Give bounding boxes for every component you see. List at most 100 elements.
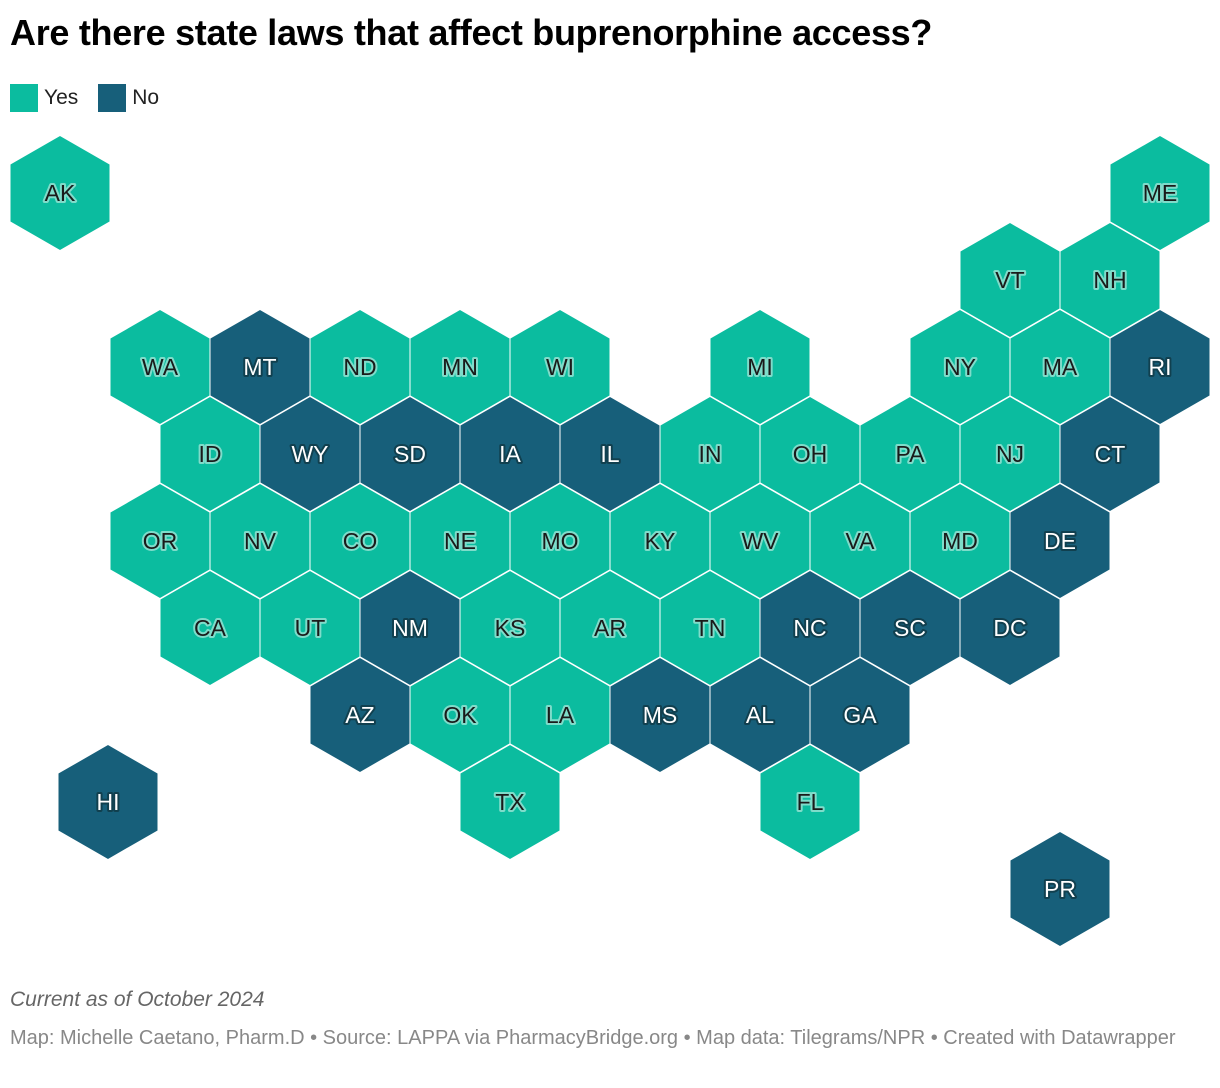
- hexagon-shape[interactable]: [959, 569, 1061, 687]
- state-label: NE: [444, 528, 476, 554]
- state-tile-nv[interactable]: NV: [209, 482, 311, 600]
- state-tile-nc[interactable]: NC: [759, 569, 861, 687]
- state-label: AL: [746, 702, 774, 728]
- state-tile-tn[interactable]: TN: [659, 569, 761, 687]
- state-label: TN: [695, 615, 726, 641]
- state-label: NJ: [996, 441, 1024, 467]
- date-note: Current as of October 2024: [10, 988, 265, 1011]
- state-tile-oh[interactable]: OH: [759, 395, 861, 513]
- state-tile-ga[interactable]: GA: [809, 656, 911, 774]
- state-tile-ok[interactable]: OK: [409, 656, 511, 774]
- state-tile-il[interactable]: IL: [559, 395, 661, 513]
- state-tile-ms[interactable]: MS: [609, 656, 711, 774]
- hexagon-shape[interactable]: [809, 656, 911, 774]
- state-label: PA: [896, 441, 926, 467]
- state-label: VA: [846, 528, 876, 554]
- hexagon-shape[interactable]: [1109, 308, 1211, 426]
- state-tile-ca[interactable]: CA: [159, 569, 261, 687]
- state-label: MD: [942, 528, 978, 554]
- state-label: SC: [894, 615, 926, 641]
- state-tile-de[interactable]: DE: [1009, 482, 1111, 600]
- state-tile-me[interactable]: ME: [1109, 134, 1211, 252]
- state-tile-tx[interactable]: TX: [459, 743, 561, 861]
- state-tile-ma[interactable]: MA: [1009, 308, 1111, 426]
- state-label: CA: [194, 615, 227, 641]
- source-credits: Map: Michelle Caetano, Pharm.D • Source:…: [10, 1027, 1176, 1049]
- state-label: NH: [1093, 267, 1126, 293]
- state-tile-wv[interactable]: WV: [709, 482, 811, 600]
- state-label: AZ: [345, 702, 374, 728]
- state-label: DE: [1044, 528, 1076, 554]
- state-tile-pr[interactable]: PR: [1009, 830, 1111, 948]
- hexagon-shape[interactable]: [709, 308, 811, 426]
- state-label: MN: [442, 354, 478, 380]
- hexagon-shape[interactable]: [1009, 830, 1111, 948]
- hexagon-shape[interactable]: [1009, 482, 1111, 600]
- state-tile-az[interactable]: AZ: [309, 656, 411, 774]
- state-tile-vt[interactable]: VT: [959, 221, 1061, 339]
- hexagon-shape[interactable]: [759, 743, 861, 861]
- state-label: OR: [143, 528, 178, 554]
- state-tile-wa[interactable]: WA: [109, 308, 211, 426]
- state-label: OH: [793, 441, 828, 467]
- hexagon-shape[interactable]: [1109, 134, 1211, 252]
- state-label: NY: [944, 354, 976, 380]
- state-tile-ne[interactable]: NE: [409, 482, 511, 600]
- state-label: AK: [45, 180, 76, 206]
- state-tile-ri[interactable]: RI: [1109, 308, 1211, 426]
- state-label: UT: [295, 615, 326, 641]
- state-tile-pa[interactable]: PA: [859, 395, 961, 513]
- state-label: WV: [741, 528, 779, 554]
- state-label: MT: [243, 354, 276, 380]
- state-tile-md[interactable]: MD: [909, 482, 1011, 600]
- state-tile-sc[interactable]: SC: [859, 569, 961, 687]
- hexagon-shape[interactable]: [9, 134, 111, 252]
- state-tile-nm[interactable]: NM: [359, 569, 461, 687]
- state-label: KS: [495, 615, 526, 641]
- state-label: WA: [142, 354, 179, 380]
- state-label: MI: [747, 354, 773, 380]
- hexagon-shape[interactable]: [1059, 395, 1161, 513]
- state-tile-ky[interactable]: KY: [609, 482, 711, 600]
- legend-swatch-no: [98, 84, 127, 112]
- state-tile-mt[interactable]: MT: [209, 308, 311, 426]
- state-tile-mn[interactable]: MN: [409, 308, 511, 426]
- hexagon-shape[interactable]: [57, 743, 159, 861]
- hexagon-shape[interactable]: [509, 308, 611, 426]
- state-tile-dc[interactable]: DC: [959, 569, 1061, 687]
- state-label: IN: [699, 441, 722, 467]
- state-label: RI: [1149, 354, 1172, 380]
- state-label: AR: [594, 615, 626, 641]
- state-tile-ct[interactable]: CT: [1059, 395, 1161, 513]
- state-label: PR: [1044, 876, 1076, 902]
- state-tile-va[interactable]: VA: [809, 482, 911, 600]
- state-label: MS: [643, 702, 678, 728]
- state-tile-ut[interactable]: UT: [259, 569, 361, 687]
- state-tile-nh[interactable]: NH: [1059, 221, 1161, 339]
- state-tile-mi[interactable]: MI: [709, 308, 811, 426]
- legend-item-yes: Yes: [10, 84, 78, 112]
- state-tile-hi[interactable]: HI: [57, 743, 159, 861]
- state-tile-ia[interactable]: IA: [459, 395, 561, 513]
- state-label: WY: [291, 441, 328, 467]
- legend-swatch-yes: [10, 84, 38, 112]
- hexagon-shape[interactable]: [1059, 221, 1161, 339]
- state-label: TX: [495, 789, 524, 815]
- state-label: WI: [546, 354, 574, 380]
- state-label: VT: [995, 267, 1024, 293]
- state-label: LA: [546, 702, 575, 728]
- state-tile-fl[interactable]: FL: [759, 743, 861, 861]
- state-tile-ak[interactable]: AK: [9, 134, 111, 252]
- state-label: FL: [797, 789, 824, 815]
- state-tile-ar[interactable]: AR: [559, 569, 661, 687]
- hexagon-shape[interactable]: [459, 743, 561, 861]
- hex-tile-map: AK ME VT NH WA MT ND MN WI MI NY MA RI ID WY SD IA IL IN OH…: [9, 134, 1211, 948]
- state-tile-la[interactable]: LA: [509, 656, 611, 774]
- state-tile-wy[interactable]: WY: [259, 395, 361, 513]
- state-tile-sd[interactable]: SD: [359, 395, 461, 513]
- state-tile-in[interactable]: IN: [659, 395, 761, 513]
- state-tile-wi[interactable]: WI: [509, 308, 611, 426]
- state-label: SD: [394, 441, 426, 467]
- chart-title: Are there state laws that affect bupreno…: [10, 12, 933, 53]
- state-label: IL: [600, 441, 619, 467]
